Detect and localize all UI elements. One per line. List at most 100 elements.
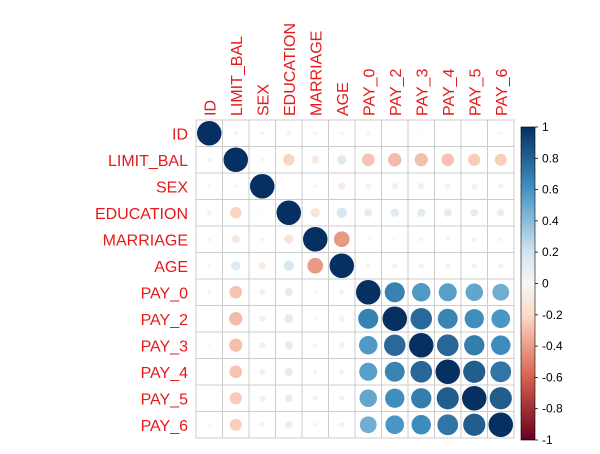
corr-circle-education-pay_4 [443, 208, 452, 217]
corr-circle-education-pay_2 [390, 208, 399, 217]
corr-circle-marriage-education [284, 234, 294, 244]
corr-circle-pay_4-pay_0 [359, 362, 378, 381]
corr-circle-age-limit_bal [231, 261, 241, 271]
colorbar-tick-label: 0.6 [542, 183, 559, 197]
corr-circle-pay_5-id [208, 397, 211, 400]
corr-circle-education-pay_0 [364, 208, 373, 217]
corr-circle-pay_3-pay_3 [409, 333, 434, 358]
corr-circle-pay_0-marriage [313, 290, 317, 294]
corr-circle-education-pay_6 [497, 209, 505, 217]
column-label: PAY_4 [441, 68, 458, 116]
corr-circle-limit_bal-id [207, 157, 212, 162]
colorbar-tick-label: -0.8 [542, 402, 563, 416]
corr-circle-age-sex [258, 262, 266, 270]
colorbar-tick-label: 0.8 [542, 151, 559, 165]
corr-circle-sex-pay_6 [498, 183, 504, 189]
colorbar-tick-label: -1 [542, 433, 553, 447]
corr-circle-pay_3-pay_4 [436, 334, 459, 357]
corr-circle-pay_4-sex [259, 368, 266, 375]
corr-circle-id-education [286, 130, 292, 136]
corr-circle-pay_3-education [284, 341, 293, 350]
corr-circle-age-pay_5 [471, 263, 477, 269]
corr-circle-pay_0-sex [259, 289, 266, 296]
column-label: PAY_0 [361, 68, 378, 116]
row-label: LIMIT_BAL [108, 153, 188, 170]
corr-circle-pay_3-pay_6 [491, 335, 511, 355]
corr-circle-sex-age [338, 182, 346, 190]
corr-circle-pay_3-marriage [313, 343, 318, 348]
corr-circle-id-pay_4 [446, 132, 449, 135]
corr-circle-pay_6-pay_2 [385, 415, 405, 435]
corr-circle-pay_0-pay_5 [465, 283, 483, 301]
corr-circle-pay_4-marriage [313, 369, 318, 374]
corr-circle-pay_3-pay_0 [359, 336, 378, 355]
row-label: MARRIAGE [103, 232, 188, 249]
row-label: ID [172, 126, 188, 143]
corr-circle-limit_bal-pay_3 [414, 153, 428, 167]
column-label: PAY_6 [494, 68, 511, 116]
corr-circle-id-pay_5 [473, 132, 476, 135]
corr-circle-pay_5-limit_bal [229, 392, 242, 405]
corr-circle-pay_0-pay_6 [492, 283, 510, 301]
corr-circle-education-pay_5 [470, 208, 479, 217]
corr-circle-age-pay_2 [392, 263, 398, 269]
corr-circle-limit_bal-pay_6 [494, 153, 507, 166]
column-label: PAY_3 [414, 68, 431, 116]
corr-circle-pay_2-pay_4 [437, 308, 458, 329]
corr-circle-sex-id [207, 184, 211, 188]
corr-circle-pay_5-pay_6 [489, 387, 512, 410]
corr-circle-marriage-pay_6 [498, 237, 503, 242]
column-label: EDUCATION [282, 23, 299, 116]
corr-circle-pay_6-education [285, 421, 293, 429]
corr-circle-pay_2-marriage [313, 317, 317, 321]
corr-circle-marriage-id [207, 237, 212, 242]
corr-circle-pay_6-id [207, 423, 211, 427]
corr-circle-pay_4-limit_bal [229, 365, 243, 379]
corr-circle-id-pay_3 [420, 132, 423, 135]
corr-circle-marriage-pay_5 [471, 236, 477, 242]
corr-circle-pay_5-pay_5 [462, 386, 487, 411]
row-label: PAY_4 [141, 365, 189, 382]
corr-circle-pay_2-age [339, 316, 345, 322]
corr-circle-id-pay_2 [393, 132, 396, 135]
corr-circle-pay_5-age [339, 395, 345, 401]
corr-circle-age-education [283, 260, 294, 271]
corr-circle-pay_3-age [339, 342, 345, 348]
row-label: PAY_6 [141, 418, 189, 435]
corr-circle-limit_bal-marriage [311, 155, 320, 164]
corr-circle-pay_3-sex [259, 342, 266, 349]
corr-circle-sex-pay_5 [471, 183, 478, 190]
colorbar-tick-label: -0.6 [542, 370, 563, 384]
corr-circle-pay_4-pay_2 [384, 361, 405, 382]
corr-circle-marriage-age [333, 231, 350, 248]
corr-circle-id-pay_0 [366, 131, 371, 136]
corr-circle-limit_bal-education [283, 154, 295, 166]
corr-circle-limit_bal-age [337, 155, 347, 165]
corr-circle-age-pay_0 [365, 263, 371, 269]
colorbar [520, 126, 536, 441]
corr-circle-pay_5-pay_3 [411, 388, 432, 409]
corr-circle-age-id [207, 264, 211, 268]
corr-circle-education-marriage [310, 208, 320, 218]
corr-circle-sex-pay_3 [418, 183, 425, 190]
corr-circle-marriage-limit_bal [231, 235, 240, 244]
corr-circle-pay_0-pay_2 [384, 282, 405, 303]
column-label: SEX [255, 84, 272, 116]
corr-circle-sex-sex [250, 174, 275, 199]
corr-circle-sex-limit_bal [234, 184, 238, 188]
corr-circle-pay_6-age [339, 422, 345, 428]
corr-circle-pay_3-limit_bal [229, 338, 243, 352]
corr-circle-marriage-sex [260, 237, 265, 242]
corr-circle-pay_6-pay_5 [463, 413, 486, 436]
corr-circle-marriage-pay_2 [393, 237, 397, 241]
corr-circle-pay_6-pay_0 [359, 416, 377, 434]
row-label: SEX [156, 179, 188, 196]
corr-circle-pay_2-education [284, 314, 293, 323]
column-label: PAY_2 [388, 68, 405, 116]
corr-circle-pay_5-marriage [312, 395, 318, 401]
corr-circle-limit_bal-pay_2 [388, 153, 402, 167]
corr-circle-pay_0-age [339, 289, 345, 295]
corr-circle-sex-pay_0 [365, 183, 372, 190]
corr-circle-marriage-marriage [303, 227, 328, 252]
